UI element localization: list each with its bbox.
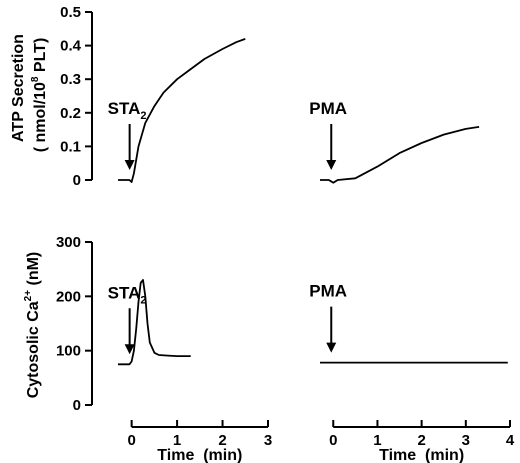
- atp-ylabel-line2: ( nmol/108 PLT): [30, 38, 49, 153]
- calcium-ylabel: Cytosolic Ca2+ (nM): [23, 252, 42, 399]
- stimulus-label: PMA: [309, 99, 347, 118]
- x-tick-label: 1: [373, 432, 381, 449]
- y-tick-label: 0: [73, 172, 81, 189]
- y-tick-label: 300: [56, 234, 81, 251]
- y-tick-label: 0: [73, 397, 81, 414]
- x-tick-label: 3: [462, 432, 470, 449]
- panel-calcium-pma: 0 1 2 3 4 Time (min) PMA: [309, 282, 515, 463]
- stimulus-label-text: PMA: [309, 282, 347, 301]
- stimulus-arrow-head: [326, 160, 337, 170]
- y-tick-label: 200: [56, 288, 81, 305]
- stimulus-arrow-head: [124, 160, 135, 170]
- x-tick-label: 0: [329, 432, 337, 449]
- stimulus-label-subscript: 2: [140, 110, 146, 122]
- stimulus-label-subscript: 2: [140, 294, 146, 306]
- stimulus-label: STA2: [108, 99, 147, 122]
- data-line: [320, 126, 480, 184]
- stimulus-label: STA2: [108, 283, 147, 306]
- stimulus-arrow-head: [124, 344, 135, 355]
- stimulus-arrow-head: [326, 342, 337, 353]
- stimulus-label-text: PMA: [309, 99, 347, 118]
- x-tick-label: 0: [127, 432, 135, 449]
- atp-ylabel-line1: ATP Secretion: [10, 34, 27, 142]
- panel-atp-pma: PMA: [309, 99, 480, 184]
- data-line: [118, 38, 246, 183]
- x-tick-label: 3: [264, 432, 272, 449]
- stimulus-label: PMA: [309, 282, 347, 301]
- x-tick-label: 2: [218, 432, 226, 449]
- x-tick-label: 4: [506, 432, 515, 449]
- y-tick-label: 100: [56, 343, 81, 360]
- y-tick-label: 0.4: [60, 38, 82, 55]
- x-tick-label: 1: [173, 432, 181, 449]
- y-tick-label: 0.2: [60, 105, 81, 122]
- y-tick-label: 0.1: [60, 138, 81, 155]
- panel-atp-sta2: 0 0.1 0.2 0.3 0.4 0.5 STA2: [60, 4, 246, 189]
- x-axis-label: Time (min): [379, 447, 464, 463]
- stimulus-label-text: STA: [108, 99, 141, 118]
- y-tick-label: 0.5: [60, 4, 81, 21]
- data-line: [118, 279, 191, 366]
- stimulus-label-text: STA: [108, 283, 141, 302]
- x-tick-label: 2: [417, 432, 425, 449]
- x-axis-label: Time (min): [157, 447, 242, 463]
- y-tick-label: 0.3: [60, 71, 81, 88]
